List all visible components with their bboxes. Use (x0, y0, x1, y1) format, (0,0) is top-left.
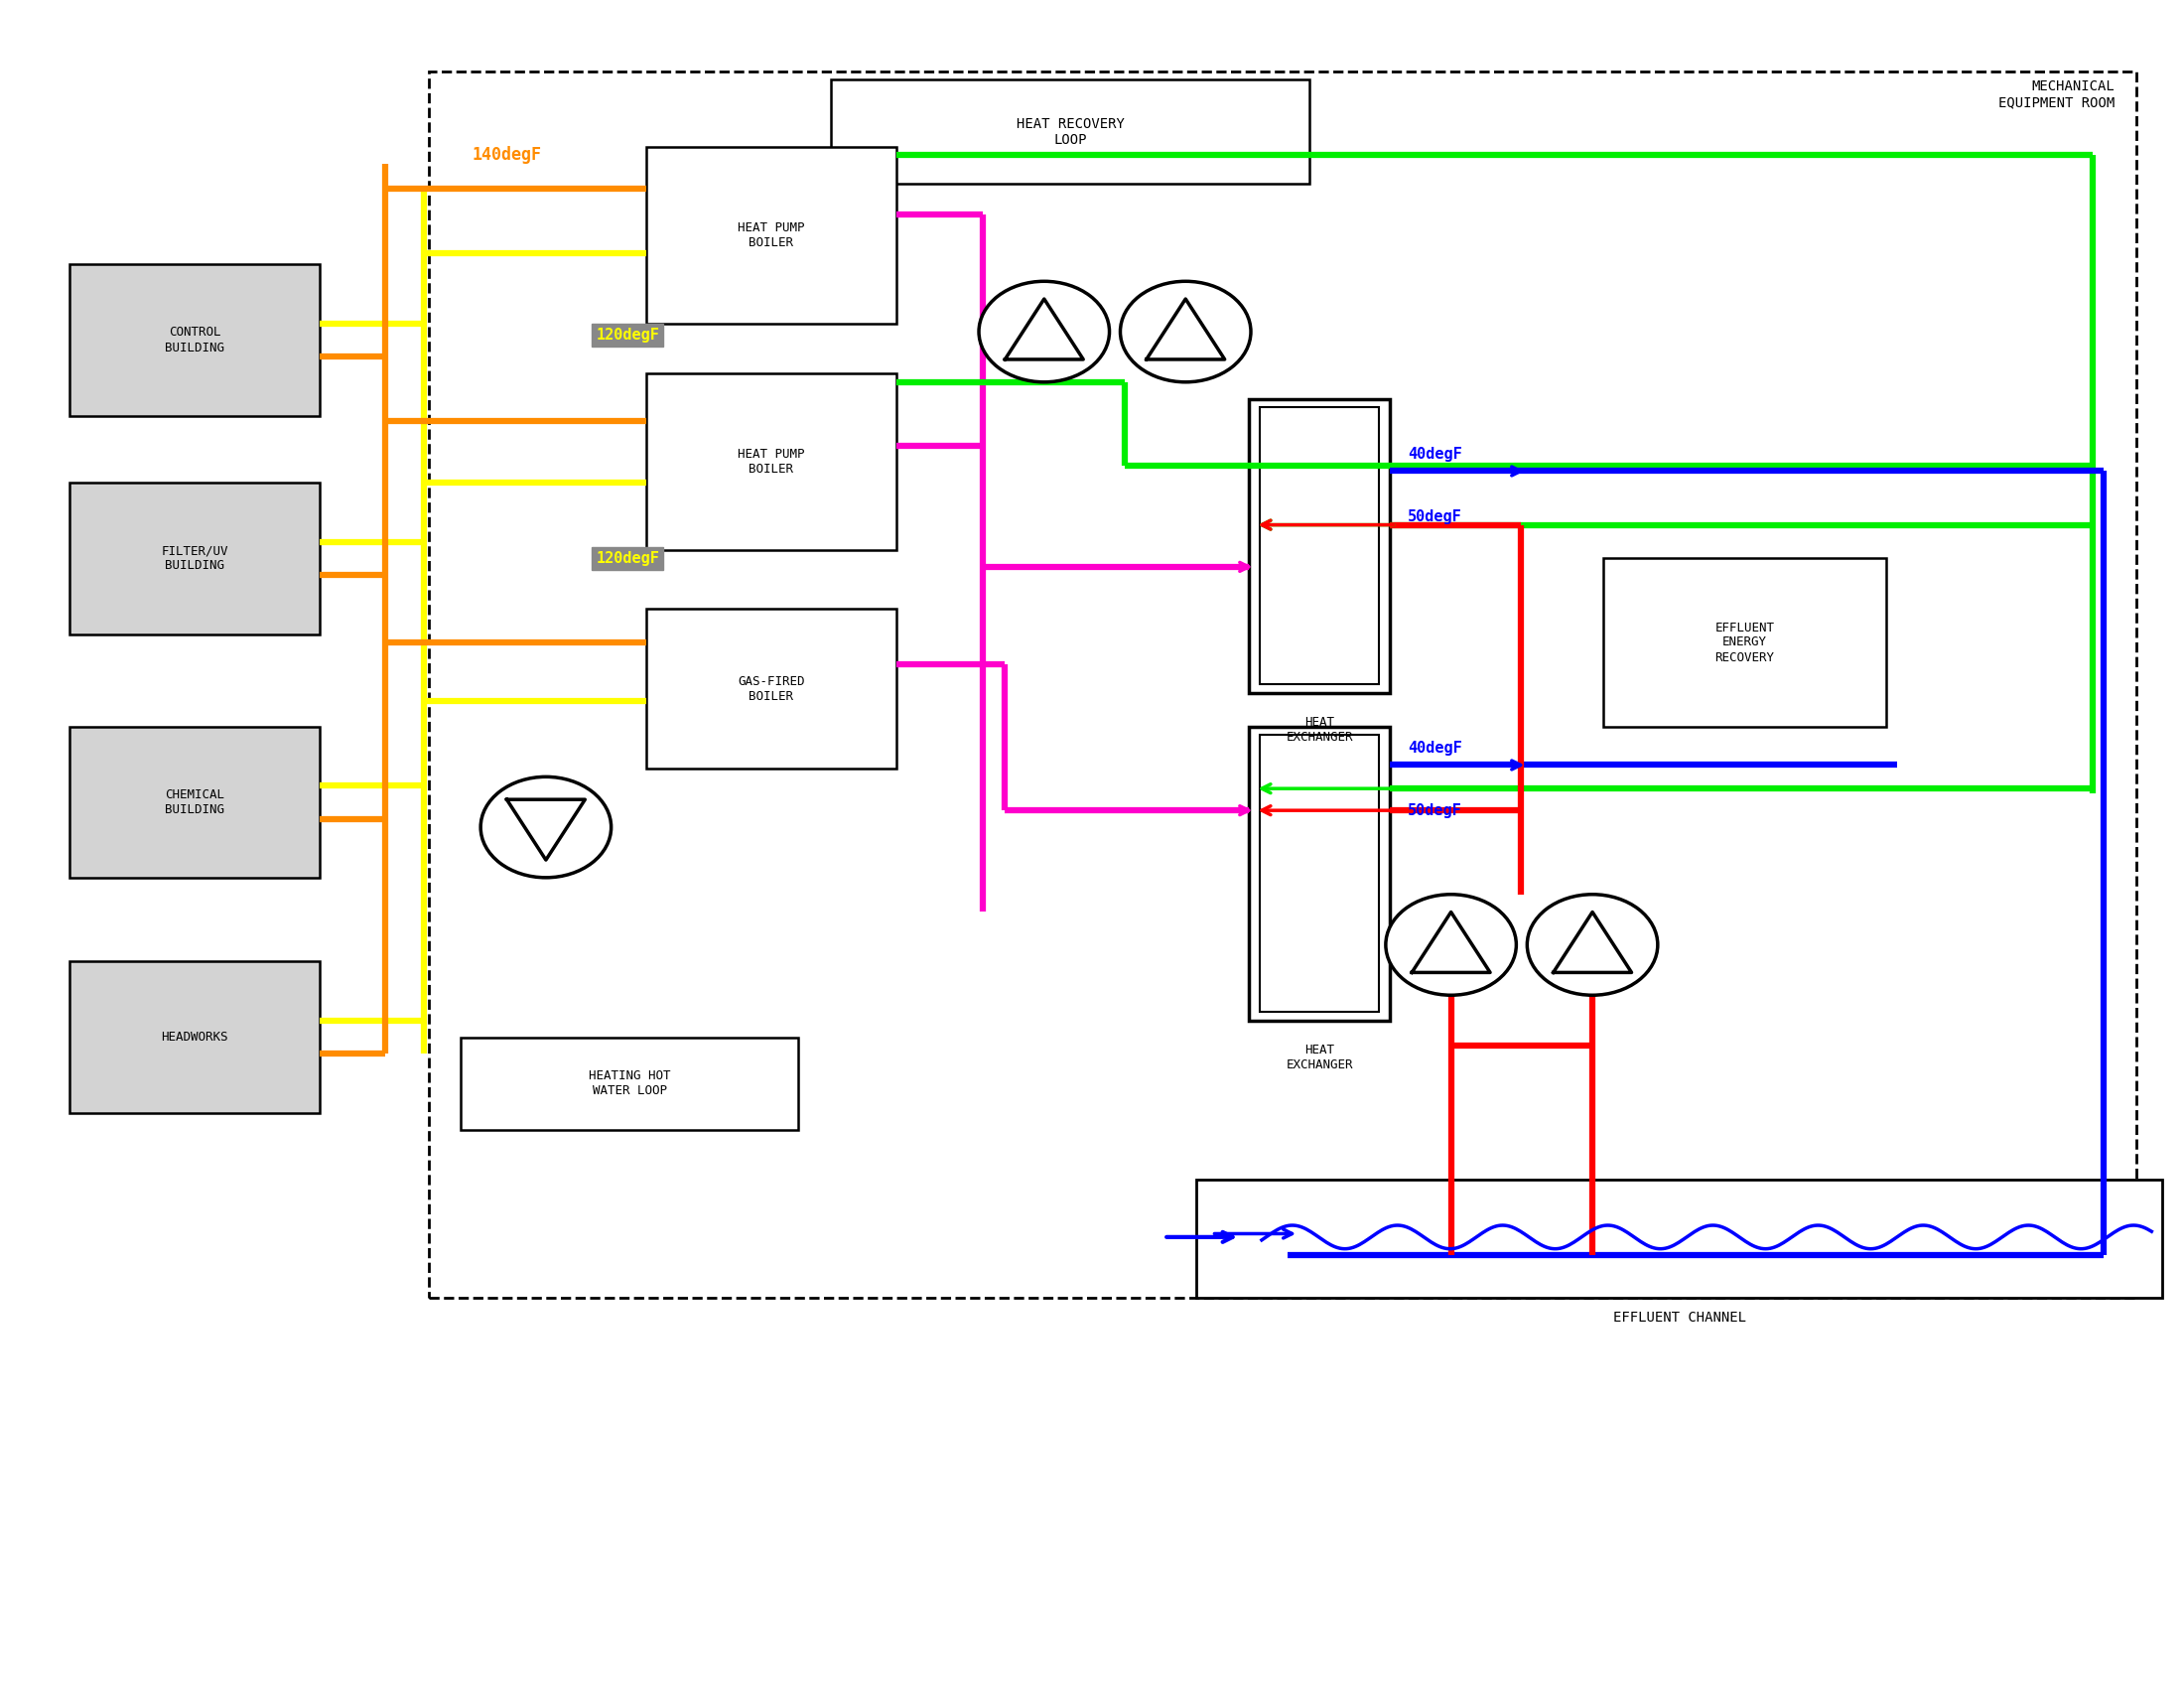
Circle shape (480, 776, 612, 878)
Circle shape (978, 282, 1109, 381)
Text: 140degF: 140degF (472, 147, 542, 164)
Text: 40degF: 40degF (1406, 741, 1461, 756)
FancyBboxPatch shape (1260, 734, 1380, 1013)
Text: HEAT RECOVERY
LOOP: HEAT RECOVERY LOOP (1016, 116, 1125, 147)
Text: HEAT
EXCHANGER: HEAT EXCHANGER (1286, 716, 1352, 744)
FancyBboxPatch shape (830, 79, 1310, 184)
FancyBboxPatch shape (70, 483, 319, 635)
FancyBboxPatch shape (1249, 726, 1389, 1020)
FancyBboxPatch shape (1603, 559, 1887, 726)
Text: FILTER/UV
BUILDING: FILTER/UV BUILDING (162, 545, 227, 572)
Text: HEAT PUMP
BOILER: HEAT PUMP BOILER (738, 447, 804, 476)
FancyBboxPatch shape (1197, 1180, 2162, 1298)
Text: 50degF: 50degF (1406, 510, 1461, 523)
FancyBboxPatch shape (1249, 398, 1389, 692)
Text: CONTROL
BUILDING: CONTROL BUILDING (164, 326, 225, 354)
Text: HEAT PUMP
BOILER: HEAT PUMP BOILER (738, 221, 804, 250)
Text: 120degF: 120degF (596, 327, 660, 343)
Text: MECHANICAL
EQUIPMENT ROOM: MECHANICAL EQUIPMENT ROOM (1998, 79, 2114, 110)
Text: 50degF: 50degF (1406, 803, 1461, 819)
Text: GAS-FIRED
BOILER: GAS-FIRED BOILER (738, 675, 804, 702)
Text: CHEMICAL
BUILDING: CHEMICAL BUILDING (164, 788, 225, 815)
FancyBboxPatch shape (646, 609, 895, 768)
FancyBboxPatch shape (461, 1036, 799, 1129)
Text: 40degF: 40degF (1406, 447, 1461, 463)
FancyBboxPatch shape (70, 726, 319, 878)
Text: HEAT
EXCHANGER: HEAT EXCHANGER (1286, 1043, 1352, 1072)
FancyBboxPatch shape (70, 962, 319, 1112)
Circle shape (1120, 282, 1251, 381)
FancyBboxPatch shape (1260, 407, 1380, 684)
Text: EFFLUENT CHANNEL: EFFLUENT CHANNEL (1614, 1312, 1745, 1325)
FancyBboxPatch shape (646, 147, 895, 324)
Text: HEADWORKS: HEADWORKS (162, 1031, 227, 1043)
Text: 120degF: 120degF (596, 550, 660, 565)
Circle shape (1385, 895, 1516, 996)
Text: EFFLUENT
ENERGY
RECOVERY: EFFLUENT ENERGY RECOVERY (1714, 621, 1773, 663)
Circle shape (1527, 895, 1658, 996)
FancyBboxPatch shape (70, 265, 319, 415)
Text: HEATING HOT
WATER LOOP: HEATING HOT WATER LOOP (590, 1070, 670, 1097)
FancyBboxPatch shape (646, 373, 895, 550)
